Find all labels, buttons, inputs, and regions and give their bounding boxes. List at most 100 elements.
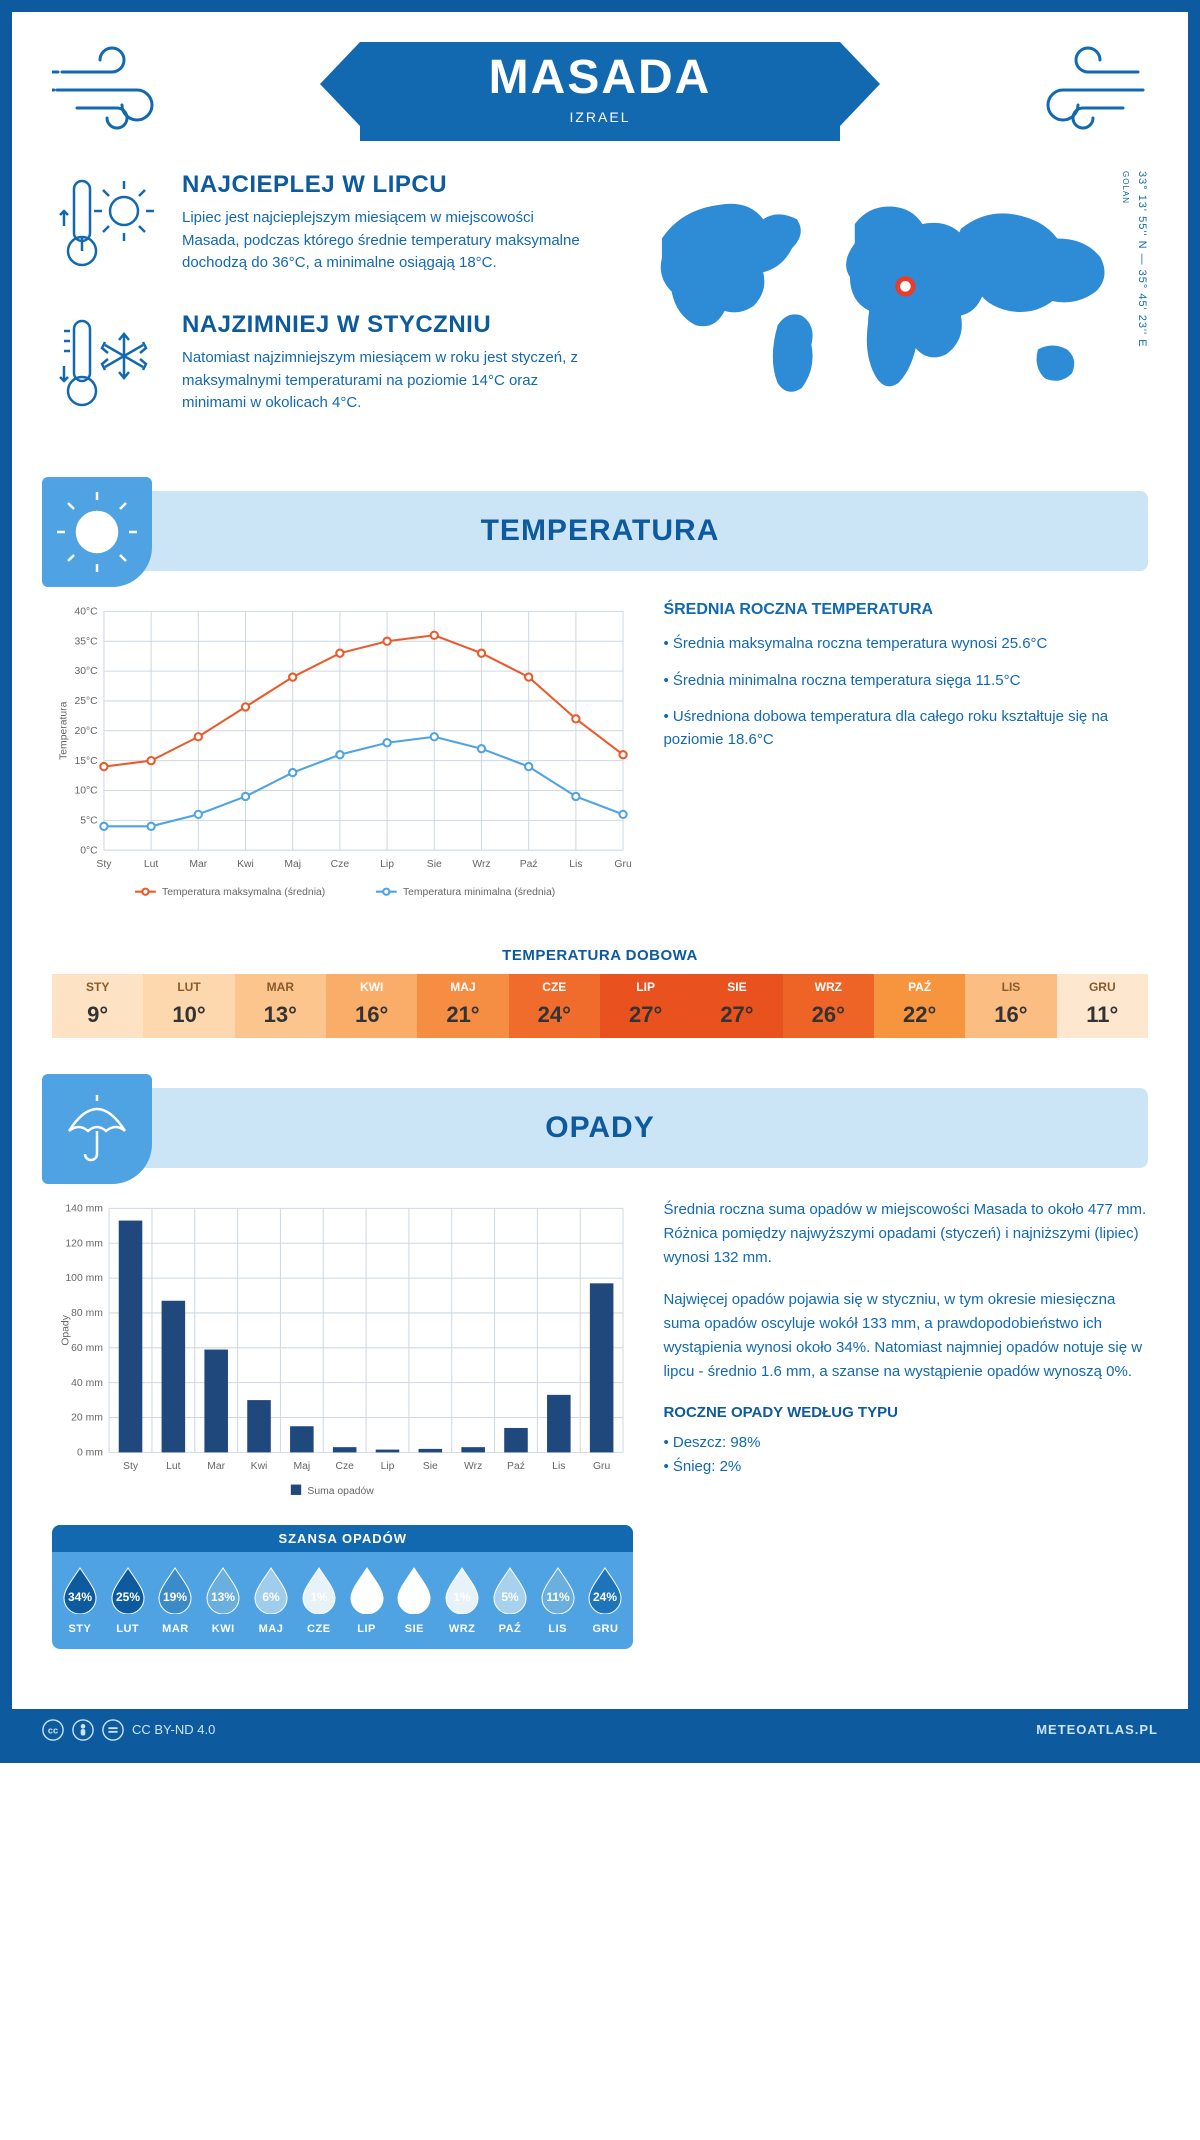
chance-droplet: 24% GRU bbox=[582, 1564, 630, 1635]
daily-cell: LIP27° bbox=[600, 974, 691, 1038]
svg-text:Mar: Mar bbox=[189, 859, 207, 870]
svg-text:Temperatura maksymalna (średni: Temperatura maksymalna (średnia) bbox=[162, 887, 325, 898]
daily-cell: MAJ21° bbox=[417, 974, 508, 1038]
svg-text:1%: 1% bbox=[310, 1590, 328, 1604]
temp-side-heading: ŚREDNIA ROCZNA TEMPERATURA bbox=[663, 601, 1148, 619]
precip-chance-title: SZANSA OPADÓW bbox=[52, 1525, 633, 1552]
svg-text:0%: 0% bbox=[358, 1590, 376, 1604]
svg-text:Opady: Opady bbox=[61, 1315, 72, 1346]
temperature-line-chart: 0°C5°C10°C15°C20°C25°C30°C35°C40°CStyLut… bbox=[52, 601, 633, 917]
coordinates: 33° 13' 55'' N — 35° 45' 23'' E bbox=[1136, 171, 1148, 348]
svg-text:35°C: 35°C bbox=[75, 636, 99, 647]
precip-chance-box: SZANSA OPADÓW 34% STY 25% LUT 19% MAR 13… bbox=[52, 1525, 633, 1649]
nd-icon bbox=[102, 1719, 124, 1741]
temp-bullet: • Średnia maksymalna roczna temperatura … bbox=[663, 633, 1148, 656]
site-name: METEOATLAS.PL bbox=[1036, 1722, 1158, 1737]
region-label: GOLAN bbox=[1121, 171, 1130, 204]
svg-text:Cze: Cze bbox=[331, 859, 350, 870]
page-subtitle: IZRAEL bbox=[400, 109, 800, 125]
daily-cell: KWI16° bbox=[326, 974, 417, 1038]
page: MASADA IZRAEL bbox=[0, 0, 1200, 1763]
cc-icon: cc bbox=[42, 1719, 64, 1741]
chance-droplet: 11% LIS bbox=[534, 1564, 582, 1635]
svg-text:Lut: Lut bbox=[144, 859, 159, 870]
title-ribbon: MASADA IZRAEL bbox=[232, 42, 968, 141]
svg-text:Sty: Sty bbox=[123, 1461, 139, 1472]
chance-droplet: 13% KWI bbox=[199, 1564, 247, 1635]
svg-text:Gru: Gru bbox=[614, 859, 632, 870]
svg-text:Wrz: Wrz bbox=[472, 859, 490, 870]
temperature-banner: TEMPERATURA bbox=[52, 491, 1148, 571]
svg-text:Maj: Maj bbox=[284, 859, 301, 870]
header: MASADA IZRAEL bbox=[52, 42, 1148, 141]
chance-droplet: 25% LUT bbox=[104, 1564, 152, 1635]
svg-text:80 mm: 80 mm bbox=[71, 1309, 103, 1320]
svg-text:Kwi: Kwi bbox=[237, 859, 254, 870]
svg-text:Maj: Maj bbox=[293, 1461, 310, 1472]
svg-text:120 mm: 120 mm bbox=[65, 1239, 102, 1250]
svg-text:Mar: Mar bbox=[207, 1461, 225, 1472]
svg-text:0°C: 0°C bbox=[80, 845, 98, 856]
svg-text:40°C: 40°C bbox=[75, 606, 99, 617]
svg-text:30°C: 30°C bbox=[75, 666, 99, 677]
svg-text:34%: 34% bbox=[68, 1590, 92, 1604]
svg-text:Sty: Sty bbox=[96, 859, 112, 870]
precip-type-line: • Deszcz: 98% bbox=[663, 1431, 1148, 1455]
svg-text:6%: 6% bbox=[262, 1590, 280, 1604]
svg-text:cc: cc bbox=[48, 1726, 58, 1736]
svg-text:25°C: 25°C bbox=[75, 696, 99, 707]
svg-text:Kwi: Kwi bbox=[251, 1461, 268, 1472]
temp-bullet: • Uśredniona dobowa temperatura dla całe… bbox=[663, 706, 1148, 751]
footer: cc CC BY-ND 4.0 METEOATLAS.PL bbox=[12, 1709, 1188, 1751]
svg-text:15°C: 15°C bbox=[75, 756, 99, 767]
svg-text:Paź: Paź bbox=[507, 1461, 525, 1472]
svg-text:25%: 25% bbox=[116, 1590, 140, 1604]
license-text: CC BY-ND 4.0 bbox=[132, 1722, 215, 1737]
svg-text:Cze: Cze bbox=[335, 1461, 354, 1472]
svg-text:0 mm: 0 mm bbox=[77, 1448, 103, 1459]
umbrella-icon bbox=[42, 1074, 152, 1184]
wind-icon-left bbox=[52, 42, 212, 137]
chance-droplet: 19% MAR bbox=[152, 1564, 200, 1635]
precipitation-chart-row: 0 mm 20 mm 40 mm 60 mm 80 mm 100 mm 120 mm 140 … bbox=[52, 1198, 1148, 1648]
temperature-heading: TEMPERATURA bbox=[481, 514, 720, 548]
svg-text:24%: 24% bbox=[593, 1590, 617, 1604]
chance-droplet: 6% MAJ bbox=[247, 1564, 295, 1635]
svg-text:Lis: Lis bbox=[552, 1461, 565, 1472]
svg-text:40 mm: 40 mm bbox=[71, 1378, 103, 1389]
thermometer-sun-icon bbox=[52, 171, 162, 281]
sun-icon bbox=[42, 477, 152, 587]
fact-hot-body: Lipiec jest najcieplejszym miesiącem w m… bbox=[182, 207, 593, 275]
svg-text:5°C: 5°C bbox=[80, 815, 98, 826]
svg-text:Temperatura: Temperatura bbox=[59, 701, 70, 759]
svg-text:100 mm: 100 mm bbox=[65, 1274, 102, 1285]
svg-text:60 mm: 60 mm bbox=[71, 1343, 103, 1354]
precipitation-banner: OPADY bbox=[52, 1088, 1148, 1168]
daily-cell: MAR13° bbox=[235, 974, 326, 1038]
wind-icon-right bbox=[988, 42, 1148, 137]
daily-cell: LUT10° bbox=[143, 974, 234, 1038]
chance-droplet: 1% WRZ bbox=[438, 1564, 486, 1635]
chance-droplet: 0% LIP bbox=[343, 1564, 391, 1635]
precipitation-bar-chart: 0 mm 20 mm 40 mm 60 mm 80 mm 100 mm 120 mm 140 … bbox=[52, 1198, 633, 1514]
svg-text:Lip: Lip bbox=[381, 1461, 395, 1472]
precip-type-heading: ROCZNE OPADY WEDŁUG TYPU bbox=[663, 1404, 1148, 1421]
daily-cell: PAŹ22° bbox=[874, 974, 965, 1038]
svg-text:20 mm: 20 mm bbox=[71, 1413, 103, 1424]
svg-text:140 mm: 140 mm bbox=[65, 1204, 102, 1215]
daily-temp-title: TEMPERATURA DOBOWA bbox=[52, 947, 1148, 964]
fact-cold: NAJZIMNIEJ W STYCZNIU Natomiast najzimni… bbox=[52, 311, 593, 421]
svg-text:Wrz: Wrz bbox=[464, 1461, 482, 1472]
svg-text:13%: 13% bbox=[211, 1590, 235, 1604]
svg-text:Sie: Sie bbox=[427, 859, 442, 870]
chance-droplet: 5% PAŹ bbox=[486, 1564, 534, 1635]
daily-cell: LIS16° bbox=[965, 974, 1056, 1038]
chance-droplet: 34% STY bbox=[56, 1564, 104, 1635]
svg-text:5%: 5% bbox=[501, 1590, 519, 1604]
daily-cell: SIE27° bbox=[691, 974, 782, 1038]
daily-cell: STY9° bbox=[52, 974, 143, 1038]
svg-text:Sie: Sie bbox=[423, 1461, 438, 1472]
fact-cold-body: Natomiast najzimniejszym miesiącem w rok… bbox=[182, 347, 593, 415]
fact-cold-heading: NAJZIMNIEJ W STYCZNIU bbox=[182, 311, 593, 339]
precip-type-line: • Śnieg: 2% bbox=[663, 1455, 1148, 1479]
